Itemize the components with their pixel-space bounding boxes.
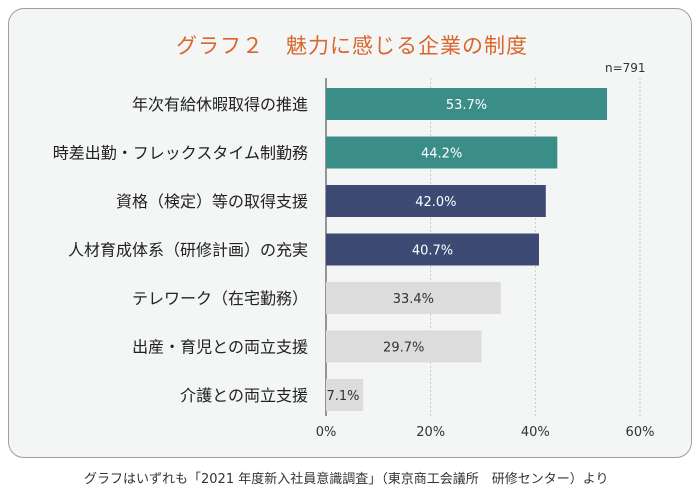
bar (326, 330, 482, 363)
data-label: 42.0% (415, 195, 456, 210)
data-label: 7.1% (326, 389, 359, 404)
x-tick-label: 60% (626, 425, 655, 440)
category-label: テレワーク（在宅勤務） (132, 289, 308, 308)
category-label: 年次有給休暇取得の推進 (132, 95, 308, 114)
data-label: 40.7% (412, 244, 453, 259)
bar (326, 282, 501, 314)
bar (326, 233, 539, 266)
category-label: 資格（検定）等の取得支援 (116, 192, 308, 211)
x-tick-label: 20% (416, 425, 445, 440)
data-label: 29.7% (383, 341, 424, 356)
data-label: 44.2% (421, 147, 462, 162)
bar (326, 185, 546, 217)
data-label: 33.4% (393, 292, 434, 307)
bar (326, 379, 364, 411)
category-label: 出産・育児との両立支援 (132, 338, 308, 357)
x-tick-label: 40% (521, 425, 550, 440)
sample-size-label: n=791 (605, 61, 646, 75)
category-label: 時差出勤・フレックスタイム制勤務 (53, 144, 308, 163)
category-label: 人材育成体系（研修計画）の充実 (68, 241, 308, 260)
chart-title: グラフ２ 魅力に感じる企業の制度 (176, 34, 528, 58)
category-label: 介護との両立支援 (180, 386, 308, 405)
bar (326, 88, 608, 120)
data-label: 53.7% (446, 98, 487, 113)
x-tick-label: 0% (316, 425, 337, 440)
source-caption: グラフはいずれも「2021 年度新入社員意識調査」（東京商工会議所 研修センター… (84, 472, 609, 487)
bar (326, 136, 558, 169)
